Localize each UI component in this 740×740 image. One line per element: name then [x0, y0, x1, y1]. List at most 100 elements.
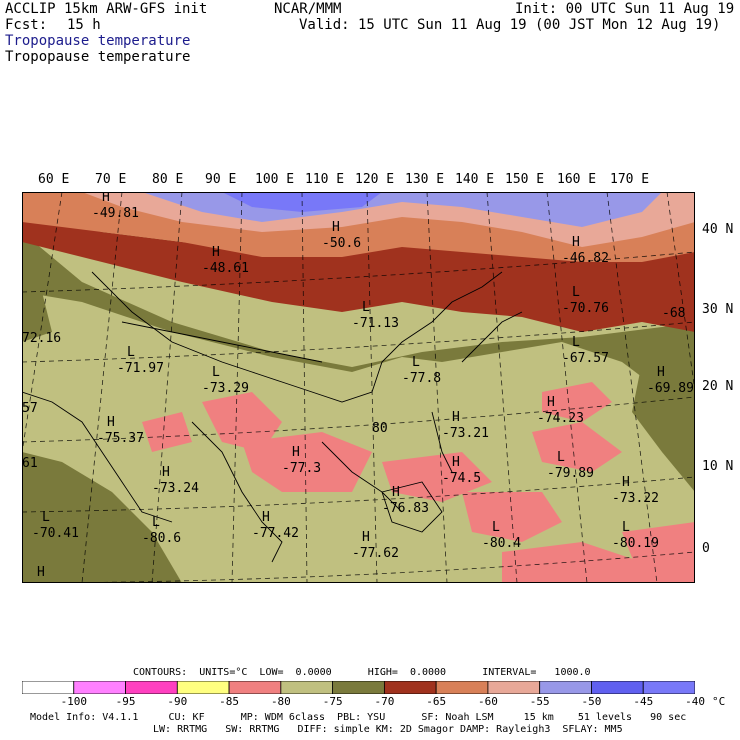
extremum-value: 61	[22, 456, 38, 471]
lon-label: 80 E	[152, 172, 184, 187]
lat-label: 0	[702, 541, 710, 556]
lon-label: 90 E	[205, 172, 237, 187]
model-info-line2: LW: RRTMG SW: RRTMG DIFF: simple KM: 2D …	[153, 724, 623, 735]
extremum-value: -76.83	[382, 501, 429, 516]
graticule	[22, 192, 695, 583]
color-legend	[22, 681, 695, 694]
extremum-value: -73.21	[442, 426, 489, 441]
tropopause-temperature-map: H-49.81H-50.6H-48.61H-46.82L-70.76 -68L-7…	[22, 192, 695, 583]
lon-label: 160 E	[557, 172, 597, 187]
org-label: NCAR/MMM	[274, 1, 342, 17]
olive-left	[22, 282, 52, 342]
legend-swatch	[591, 681, 644, 694]
extremum-symbol: L	[42, 510, 50, 525]
legend-swatch	[383, 681, 437, 694]
legend-tick-label: °C	[712, 695, 726, 708]
legend-swatch	[176, 681, 230, 694]
legend-tick-label: -60	[478, 695, 498, 708]
model-title: ACCLIP 15km ARW-GFS init	[5, 1, 208, 17]
extremum-value: -73.24	[152, 481, 199, 496]
field-title-shaded: Tropopause temperature	[5, 33, 191, 49]
olive-southwest	[22, 452, 182, 583]
extremum-value: -80.19	[612, 536, 659, 551]
extremum-symbol: L	[572, 335, 580, 350]
legend-tick-label: -55	[529, 695, 550, 708]
legend-tick-label: -90	[167, 695, 188, 708]
extremum-symbol: H	[547, 395, 555, 410]
extremum-symbol: H	[452, 410, 460, 425]
extremum-value: -49.81	[92, 206, 139, 221]
field-title-contour: Tropopause temperature	[5, 49, 191, 65]
extremum-value: -74.23	[537, 411, 584, 426]
legend-swatch	[435, 681, 489, 694]
extremum-value: -68	[662, 306, 685, 321]
extremum-symbol: H	[37, 565, 45, 580]
init-time: Init: 00 UTC Sun 11 Aug 19	[515, 1, 735, 17]
legend-swatch	[642, 681, 695, 694]
extremum-value: -77.62	[352, 546, 399, 561]
extremum-symbol: H	[162, 465, 170, 480]
extremum-value: 72.16	[22, 331, 61, 346]
extremum-value: -79.89	[547, 466, 594, 481]
lat-label: 30 N	[702, 302, 734, 317]
lon-label: 140 E	[455, 172, 495, 187]
extremum-value: -46.82	[562, 251, 609, 266]
model-info-line1: Model Info: V4.1.1 CU: KF MP: WDM 6class…	[30, 712, 687, 723]
extremum-symbol: H	[107, 415, 115, 430]
lon-label: 70 E	[95, 172, 127, 187]
contour-info: CONTOURS: UNITS=°C LOW= 0.0000 HIGH= 0.0…	[133, 667, 591, 678]
extremum-value: -50.6	[322, 236, 361, 251]
extremum-value: -67.57	[562, 351, 609, 366]
extremum-value: -73.22	[612, 491, 659, 506]
legend-tick-label: -65	[426, 695, 447, 708]
legend-swatch	[280, 681, 334, 694]
lat-label: 10 N	[702, 459, 734, 474]
extremum-symbol: H	[102, 192, 110, 205]
legend-swatch	[125, 681, 178, 694]
legend-tick-label: -45	[633, 695, 654, 708]
extremum-symbol: H	[572, 235, 580, 250]
extremum-value: -71.97	[117, 361, 164, 376]
extremum-value: -48.61	[202, 261, 249, 276]
lon-label: 110 E	[305, 172, 345, 187]
forecast-hours: 15 h	[67, 17, 101, 33]
extremum-value: -71.13	[352, 316, 399, 331]
legend-swatch	[332, 681, 385, 694]
salmon-patches	[142, 382, 695, 583]
extremum-symbol: H	[332, 220, 340, 235]
extremum-value: -77.8	[402, 371, 441, 386]
legend-swatch	[73, 681, 126, 694]
coastlines	[22, 271, 523, 563]
extremum-value: -77.42	[252, 526, 299, 541]
extremum-symbol: L	[212, 365, 220, 380]
extremum-value: -80.6	[142, 531, 181, 546]
lon-label: 60 E	[38, 172, 70, 187]
extremum-value: -80.4	[482, 536, 521, 551]
legend-tick-label: -85	[219, 695, 240, 708]
extremum-symbol: H	[657, 365, 665, 380]
extremum-symbol: L	[152, 515, 160, 530]
lat-label: 20 N	[702, 379, 734, 394]
extremum-value: -70.41	[32, 526, 79, 541]
lon-label: 100 E	[255, 172, 295, 187]
lon-label: 150 E	[505, 172, 545, 187]
extremum-symbol: L	[557, 450, 565, 465]
extremum-value: 57	[22, 401, 38, 416]
extremum-symbol: L	[127, 345, 135, 360]
legend-tick-label: -70	[374, 695, 395, 708]
extremum-symbol: H	[622, 475, 630, 490]
legend-tick-label: -95	[115, 695, 136, 708]
dark-red-band	[22, 212, 695, 332]
extremum-symbol: L	[622, 520, 630, 535]
legend-tick-label: -50	[581, 695, 602, 708]
extremum-symbol: L	[572, 285, 580, 300]
extremum-value: -69.89	[647, 381, 694, 396]
legend-tick-label: -100	[60, 695, 88, 708]
lon-label: 130 E	[405, 172, 445, 187]
olive-east	[632, 362, 695, 492]
extremum-symbol: H	[362, 530, 370, 545]
extremum-value: -75.37	[97, 431, 144, 446]
extremum-symbol: H	[392, 485, 400, 500]
legend-swatch	[539, 681, 592, 694]
lat-label: 40 N	[702, 222, 734, 237]
